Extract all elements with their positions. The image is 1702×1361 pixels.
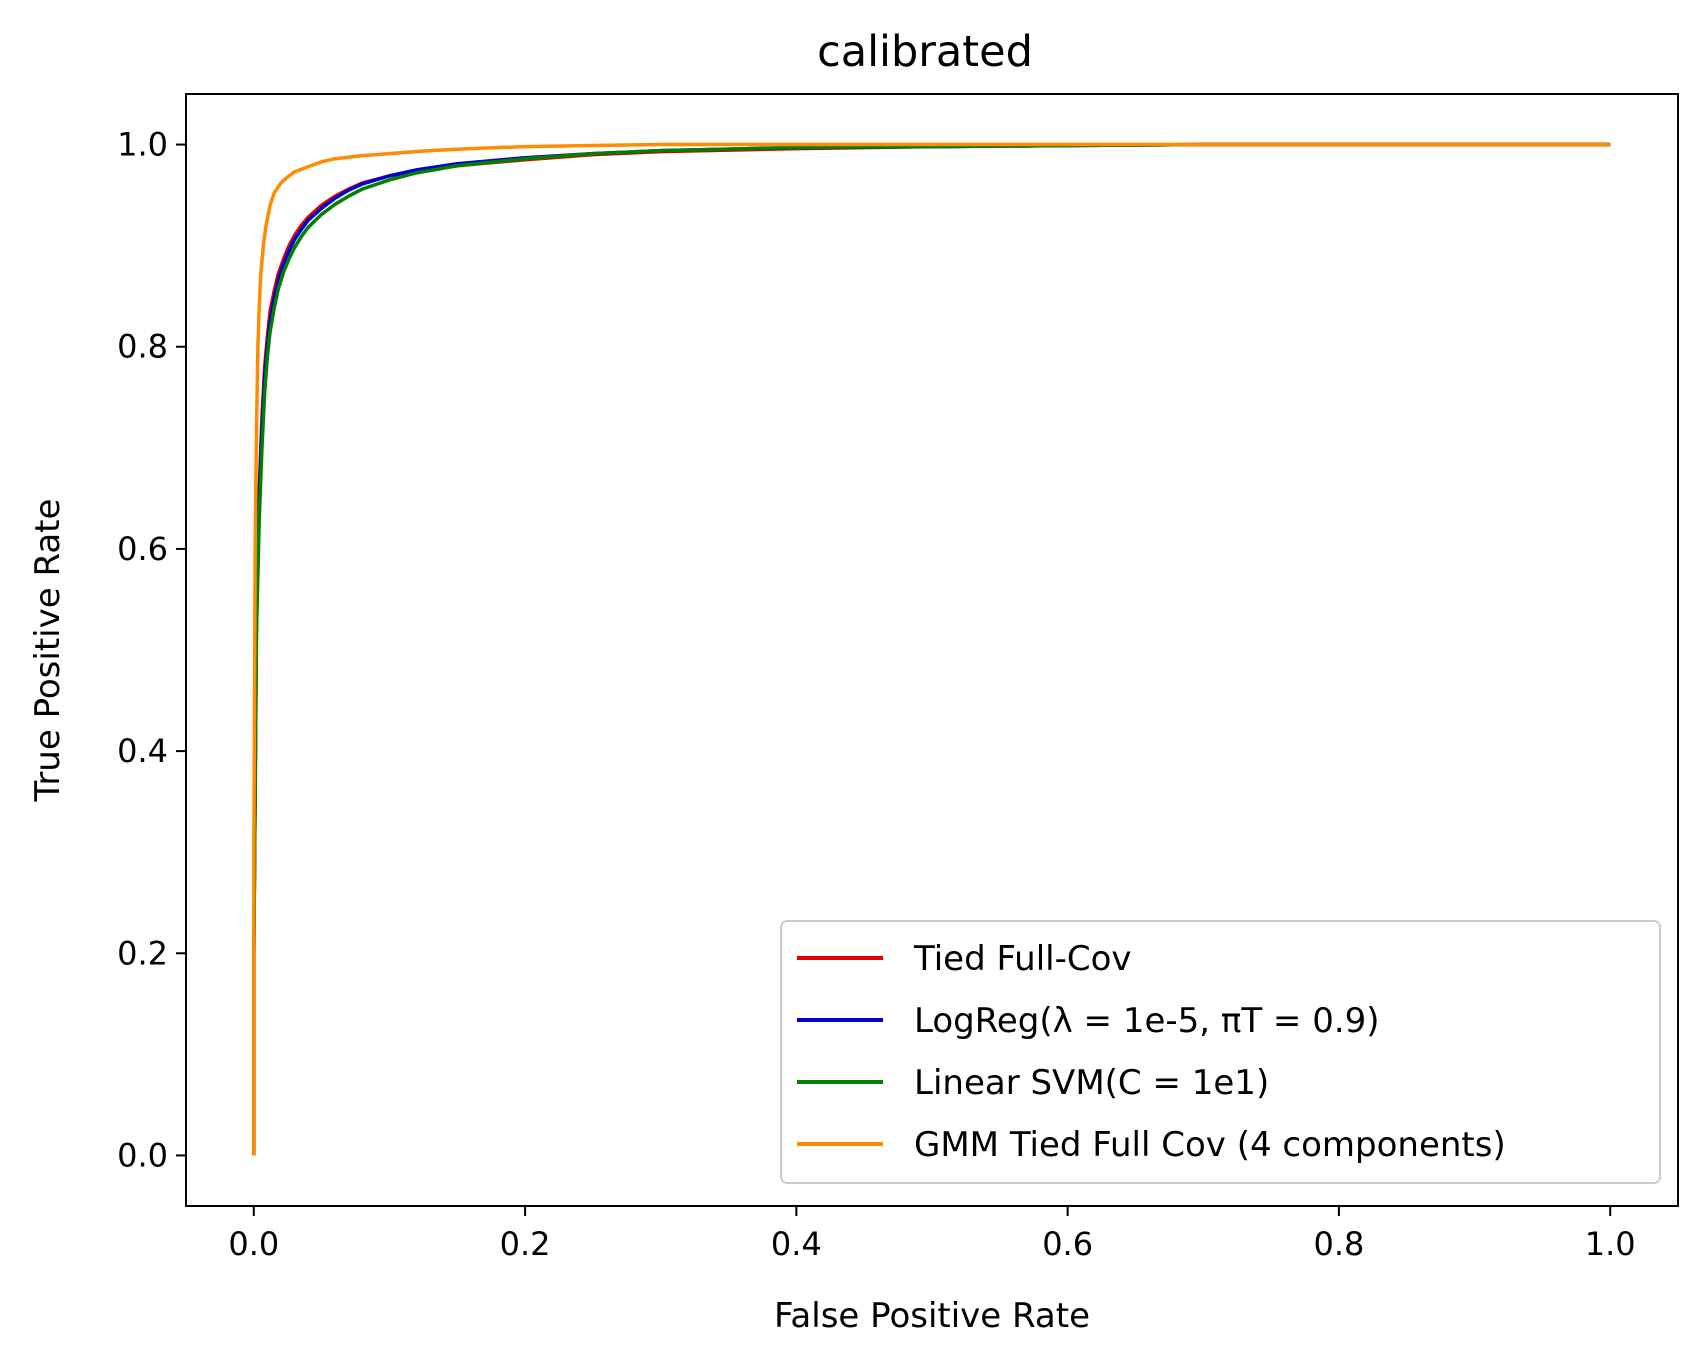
x-tick-label: 0.4: [771, 1225, 822, 1263]
y-tick-label: 1.0: [117, 126, 168, 164]
x-axis-label: False Positive Rate: [774, 1296, 1090, 1336]
legend-label-3: GMM Tied Full Cov (4 components): [914, 1125, 1506, 1165]
y-tick-label: 0.4: [117, 732, 168, 770]
y-tick-label: 0.2: [117, 934, 168, 972]
plot-area: [252, 142, 1611, 1156]
axes-frame: [185, 93, 1679, 1207]
y-axis-label: True Positive Rate: [28, 499, 68, 803]
y-tick-label: 0.0: [117, 1136, 168, 1174]
series-line-3: [252, 142, 1611, 1156]
legend-box: [780, 920, 1661, 1184]
y-axis-ticks: 0.0 0.2 0.4 0.6 0.8 1.0: [117, 126, 186, 1174]
y-tick-label: 0.8: [117, 328, 168, 366]
series-line-2: [252, 142, 1611, 1156]
legend-label-0: Tied Full-Cov: [913, 939, 1132, 979]
legend-label-1: LogReg(λ = 1e-5, πT = 0.9): [914, 1001, 1380, 1041]
x-tick-label: 0.2: [500, 1225, 551, 1263]
legend: Tied Full-Cov LogReg(λ = 1e-5, πT = 0.9) L…: [780, 920, 1661, 1184]
series-layer: [252, 142, 1611, 1156]
x-tick-label: 0.0: [228, 1225, 279, 1263]
chart-title: calibrated: [817, 27, 1033, 77]
x-axis-ticks: 0.0 0.2 0.4 0.6 0.8 1.0: [228, 1206, 1636, 1263]
legend-label-2: Linear SVM(C = 1e1): [914, 1063, 1269, 1103]
y-tick-label: 0.6: [117, 530, 168, 568]
x-tick-label: 1.0: [1585, 1225, 1636, 1263]
x-tick-label: 0.6: [1042, 1225, 1093, 1263]
x-tick-label: 0.8: [1313, 1225, 1364, 1263]
